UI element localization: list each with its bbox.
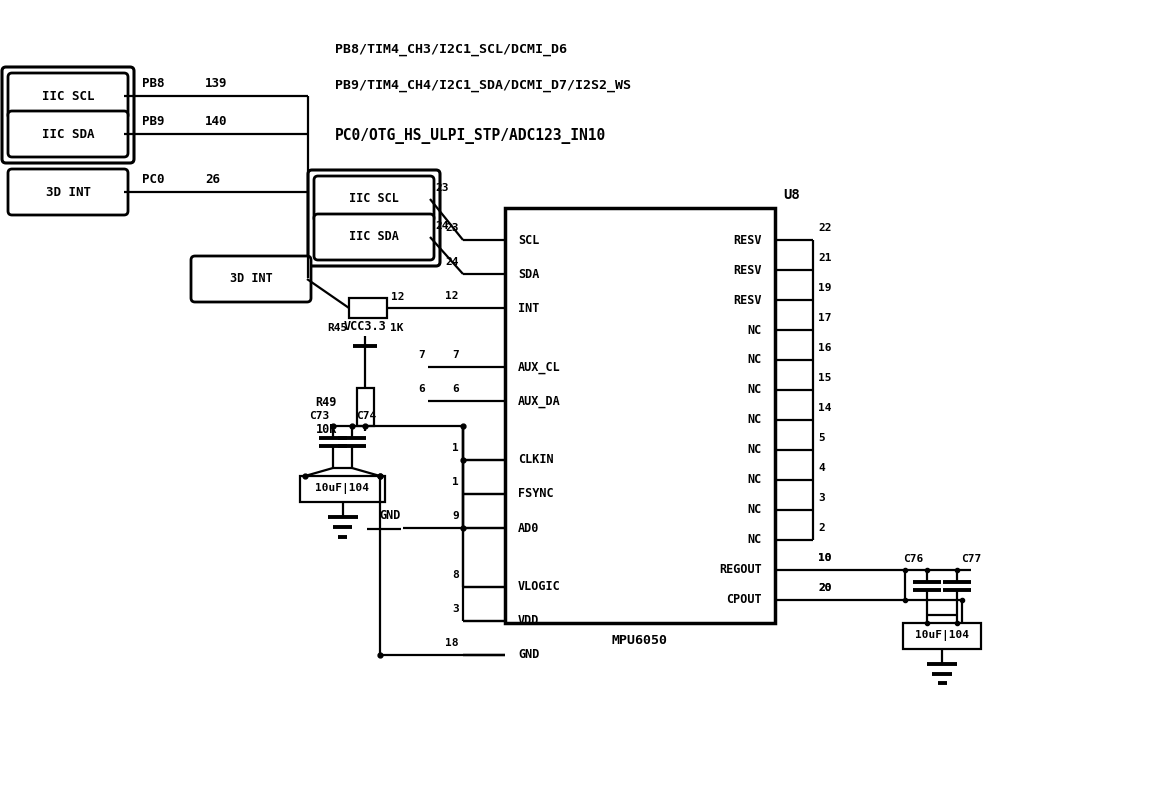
Text: 10uF|104: 10uF|104: [915, 630, 969, 642]
Text: 12: 12: [445, 291, 459, 301]
Text: 140: 140: [205, 115, 228, 128]
Text: NC: NC: [748, 503, 762, 516]
Text: 10R: 10R: [315, 423, 337, 436]
Text: 6: 6: [419, 384, 426, 394]
Text: AUX_CL: AUX_CL: [518, 360, 561, 373]
Bar: [300, 476, 385, 502]
Text: 1: 1: [452, 477, 459, 487]
Text: 24: 24: [445, 257, 459, 267]
Text: PB9/TIM4_CH4/I2C1_SDA/DCMI_D7/I2S2_WS: PB9/TIM4_CH4/I2C1_SDA/DCMI_D7/I2S2_WS: [335, 79, 631, 92]
Text: 20: 20: [818, 583, 831, 593]
Text: 10: 10: [818, 553, 831, 563]
Text: AUX_DA: AUX_DA: [518, 394, 561, 407]
Text: 23: 23: [445, 223, 459, 233]
Text: VCC3.3: VCC3.3: [344, 319, 386, 333]
Text: 12: 12: [391, 292, 405, 302]
Text: VLOGIC: VLOGIC: [518, 580, 561, 594]
Text: 8: 8: [452, 570, 459, 580]
Text: 15: 15: [818, 373, 831, 383]
Text: 5: 5: [818, 433, 825, 443]
Text: PB9: PB9: [141, 115, 164, 128]
Text: PB8/TIM4_CH3/I2C1_SCL/DCMI_D6: PB8/TIM4_CH3/I2C1_SCL/DCMI_D6: [335, 44, 567, 57]
Text: 139: 139: [205, 77, 228, 90]
Text: MPU6050: MPU6050: [612, 634, 668, 647]
Text: VDD: VDD: [518, 615, 539, 628]
FancyBboxPatch shape: [314, 176, 434, 222]
Text: NC: NC: [748, 533, 762, 546]
Text: GND: GND: [380, 509, 401, 522]
Bar: [505, 208, 775, 623]
Text: R45: R45: [327, 323, 347, 333]
Text: CPOUT: CPOUT: [727, 594, 762, 607]
Text: PC0/OTG_HS_ULPI_STP/ADC123_IN10: PC0/OTG_HS_ULPI_STP/ADC123_IN10: [335, 128, 606, 144]
Text: 3D INT: 3D INT: [46, 186, 91, 199]
Text: 6: 6: [452, 384, 459, 394]
Text: RESV: RESV: [734, 263, 762, 276]
Text: PB8: PB8: [141, 77, 164, 90]
FancyBboxPatch shape: [314, 214, 434, 260]
Bar: [356, 388, 374, 426]
Text: SCL: SCL: [518, 234, 539, 246]
Text: 3D INT: 3D INT: [230, 272, 273, 285]
Text: U8: U8: [783, 188, 799, 202]
Text: NC: NC: [748, 353, 762, 367]
Text: 10uF|104: 10uF|104: [315, 483, 369, 494]
Text: INT: INT: [518, 301, 539, 314]
Text: FSYNC: FSYNC: [518, 487, 553, 500]
Text: 9: 9: [452, 511, 459, 521]
Text: 1K: 1K: [390, 323, 404, 333]
Text: IIC SCL: IIC SCL: [41, 90, 94, 103]
Text: 19: 19: [818, 283, 831, 293]
FancyBboxPatch shape: [191, 256, 310, 302]
FancyBboxPatch shape: [8, 111, 128, 157]
Text: 3: 3: [452, 604, 459, 614]
Text: NC: NC: [748, 414, 762, 427]
Bar: [903, 623, 981, 649]
Text: PC0: PC0: [141, 173, 164, 186]
Text: REGOUT: REGOUT: [719, 563, 762, 576]
Text: 23: 23: [435, 183, 448, 193]
Text: CLKIN: CLKIN: [518, 453, 553, 466]
Text: 3: 3: [818, 493, 825, 503]
Text: 4: 4: [818, 463, 825, 473]
Text: NC: NC: [748, 473, 762, 486]
Text: AD0: AD0: [518, 521, 539, 535]
Text: SDA: SDA: [518, 267, 539, 280]
Text: 21: 21: [818, 253, 831, 263]
Text: RESV: RESV: [734, 234, 762, 246]
Text: 14: 14: [818, 403, 831, 413]
Text: C73: C73: [308, 411, 329, 421]
Text: C74: C74: [356, 411, 376, 421]
Text: 7: 7: [452, 350, 459, 360]
Text: IIC SCL: IIC SCL: [350, 192, 399, 205]
FancyBboxPatch shape: [8, 169, 128, 215]
Text: RESV: RESV: [734, 293, 762, 306]
Text: 24: 24: [435, 221, 448, 231]
Text: 22: 22: [818, 223, 831, 233]
Text: NC: NC: [748, 444, 762, 457]
Text: 10: 10: [818, 553, 831, 563]
Text: IIC SDA: IIC SDA: [41, 128, 94, 141]
Text: 1: 1: [452, 443, 459, 453]
Text: 20: 20: [818, 583, 831, 593]
Text: 2: 2: [818, 523, 825, 533]
Text: R49: R49: [315, 395, 337, 409]
Text: IIC SDA: IIC SDA: [350, 230, 399, 243]
Text: GND: GND: [518, 649, 539, 662]
Bar: [348, 298, 388, 318]
Text: 7: 7: [419, 350, 426, 360]
Text: C76: C76: [903, 554, 923, 564]
Text: NC: NC: [748, 323, 762, 336]
Text: 18: 18: [445, 638, 459, 648]
Text: C77: C77: [961, 554, 981, 564]
Text: NC: NC: [748, 384, 762, 397]
Text: 26: 26: [205, 173, 220, 186]
Text: 16: 16: [818, 343, 831, 353]
FancyBboxPatch shape: [8, 73, 128, 119]
Text: 17: 17: [818, 313, 831, 323]
